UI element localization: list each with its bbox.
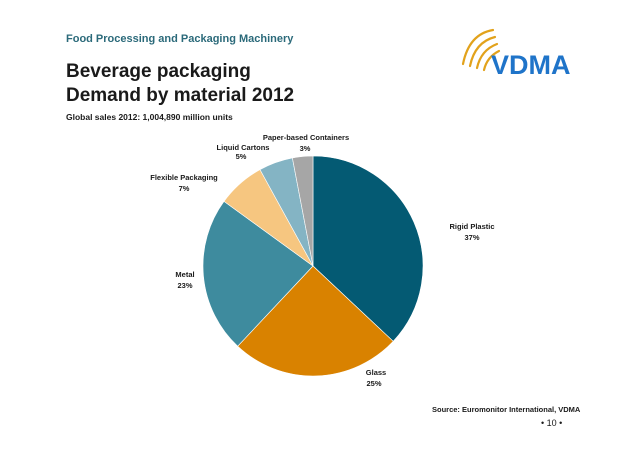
pie-slice-paper-based-containers — [292, 155, 314, 267]
slice-label: Rigid Plastic — [449, 222, 494, 231]
vdma-logo: VDMA — [461, 28, 571, 80]
slice-value-label: 23% — [177, 281, 192, 290]
slice-value-label: 37% — [464, 233, 479, 242]
logo-arcs-icon — [461, 28, 501, 72]
slice-label: Metal — [175, 270, 194, 279]
slice-value-label: 5% — [236, 152, 247, 161]
page-title: Beverage packaging Demand by material 20… — [66, 60, 294, 108]
slice-label: Flexible Packaging — [150, 173, 218, 182]
section-title: Food Processing and Packaging Machinery — [66, 33, 294, 45]
slice-label: Liquid Cartons — [217, 143, 270, 152]
logo-text: VDMA — [491, 50, 571, 80]
slice-label: Paper-based Containers — [263, 133, 349, 142]
slice-value-label: 3% — [300, 144, 311, 153]
slice-value-label: 25% — [366, 379, 381, 388]
pie-slice-rigid-plastic — [312, 155, 424, 342]
chart-source: Source: Euromonitor International, VDMA — [432, 405, 581, 414]
chart-subtitle: Global sales 2012: 1,004,890 million uni… — [66, 112, 233, 122]
slice-label: Glass — [366, 368, 386, 377]
pie-slice-metal — [202, 200, 314, 347]
pie-slice-glass — [237, 265, 394, 377]
page-title-line2: Demand by material 2012 — [66, 85, 295, 106]
page-title-line1: Beverage packaging — [66, 61, 251, 82]
page-number: • 10 • — [541, 418, 563, 428]
slice-value-label: 7% — [179, 184, 190, 193]
